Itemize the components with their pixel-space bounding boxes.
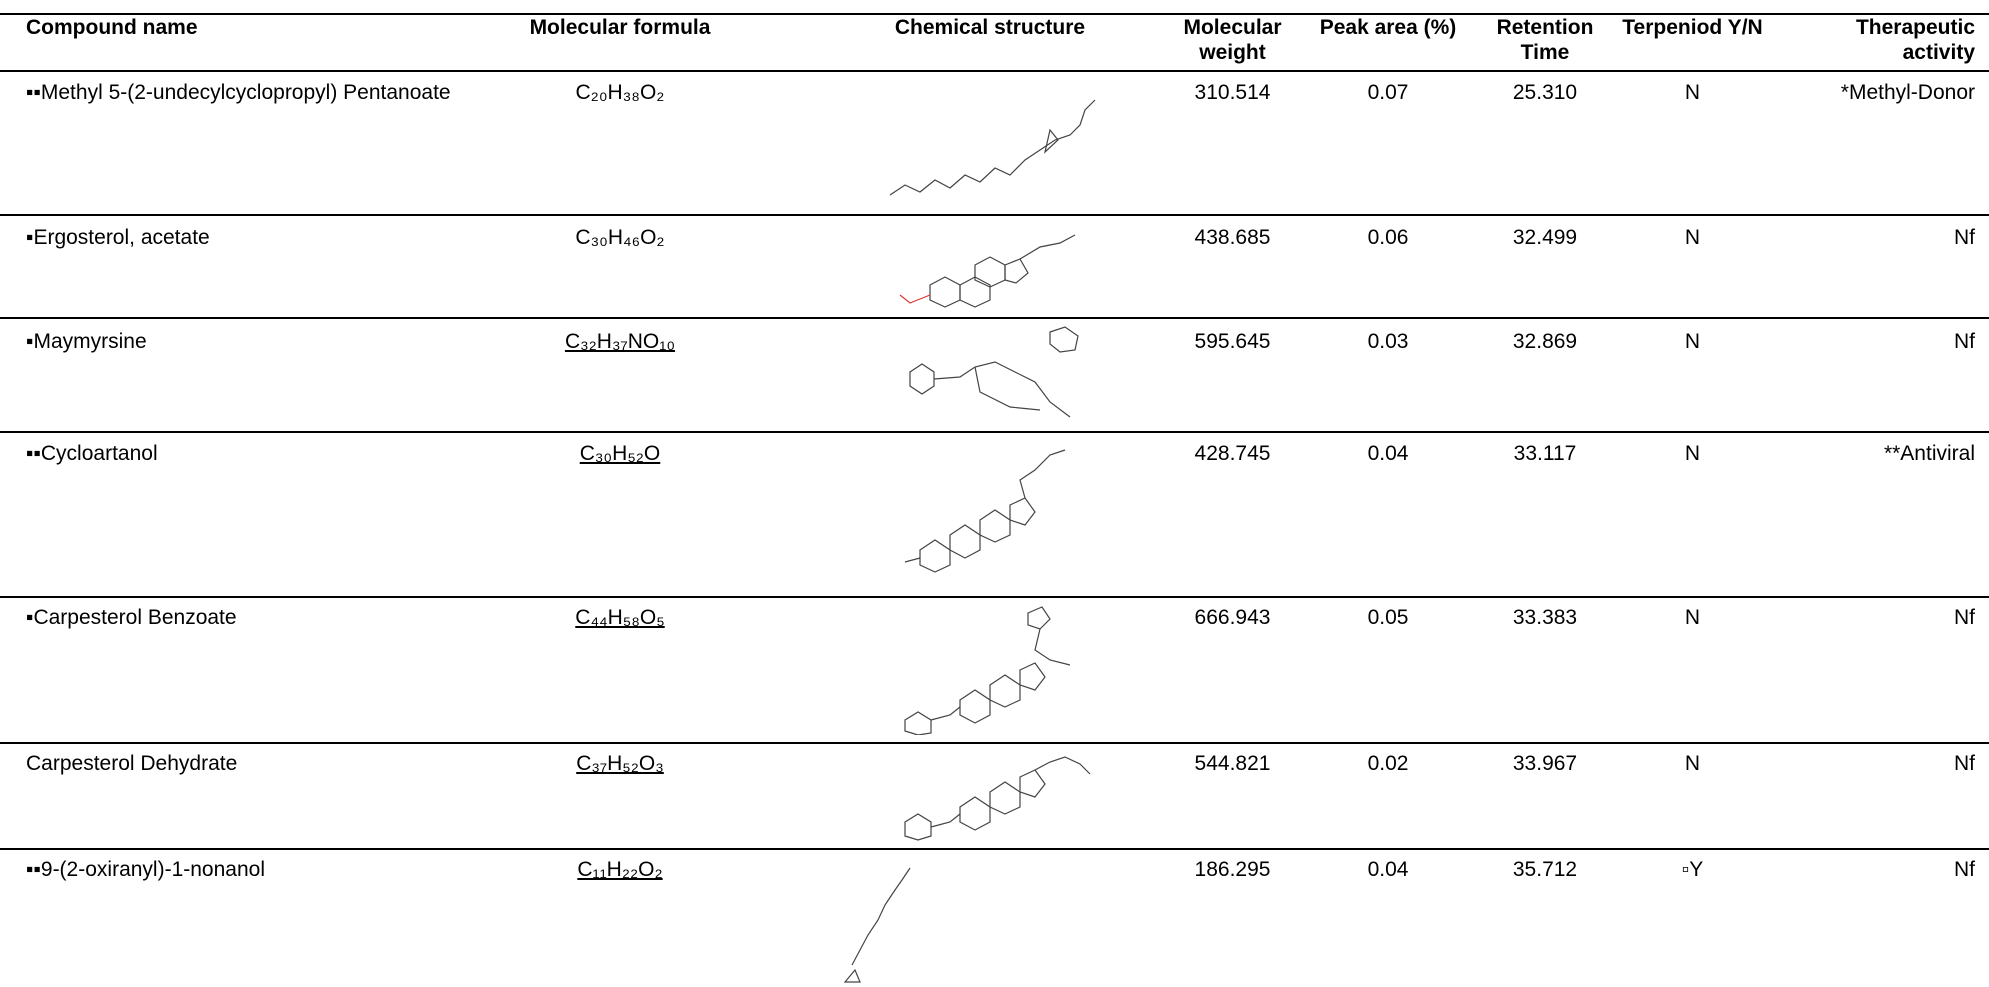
table-cell: **Antiviral (1883, 442, 1975, 465)
table-cell: 0.06 (1367, 226, 1409, 249)
table-cell: C₃₀H₄₆O₂ (575, 226, 665, 249)
table-cell: 0.02 (1367, 752, 1409, 775)
column-header: Retention Time (1496, 16, 1594, 64)
table-cell: ▪▪Cycloartanol (26, 442, 158, 465)
table-cell: 438.685 (1194, 226, 1271, 249)
table-cell: Nf (1954, 330, 1975, 353)
table-cell: 595.645 (1194, 330, 1271, 353)
table-cell: C₃₂H₃₇NO₁₀ (564, 330, 676, 353)
column-header: Therapeutic activity (1855, 16, 1975, 64)
column-header: Chemical structure (894, 16, 1086, 39)
structure (889, 99, 1096, 196)
column-header: Molecular formula (529, 16, 711, 39)
table-cell: 0.04 (1367, 442, 1409, 465)
table-cell: ▫Y (1681, 858, 1704, 881)
row-rule (0, 596, 1989, 598)
table-cell: 186.295 (1194, 858, 1271, 881)
table-cell: 544.821 (1194, 752, 1271, 775)
table-cell: ▪▪Methyl 5-(2-undecylcyclopropyl) Pentan… (26, 81, 451, 104)
column-header: Compound name (26, 16, 198, 39)
table-cell: 32.499 (1512, 226, 1578, 249)
table-cell: ▪▪9-(2-oxiranyl)-1-nonanol (26, 858, 265, 881)
structure (843, 867, 911, 983)
structure (904, 449, 1066, 573)
table-cell: 0.04 (1367, 858, 1409, 881)
structure (904, 606, 1071, 735)
table-cell: N (1684, 226, 1701, 249)
table-cell: Carpesterol Dehydrate (26, 752, 238, 775)
table-cell: ▪Maymyrsine (26, 330, 147, 353)
table-cell: ▪Ergosterol, acetate (26, 226, 210, 249)
table-cell: 32.869 (1512, 330, 1578, 353)
table-cell: N (1684, 442, 1701, 465)
table-cell: N (1684, 606, 1701, 629)
table-cell: C₁₁H₂₂O₂ (577, 858, 663, 881)
table-cell: Nf (1954, 752, 1975, 775)
row-rule (0, 13, 1989, 15)
table-cell: 666.943 (1194, 606, 1271, 629)
table-cell: 25.310 (1512, 81, 1578, 104)
table-cell: N (1684, 330, 1701, 353)
table-cell: Nf (1954, 858, 1975, 881)
table-cell: 428.745 (1194, 442, 1271, 465)
row-rule (0, 214, 1989, 216)
table-cell: 33.383 (1512, 606, 1578, 629)
table-cell: 33.117 (1513, 442, 1577, 465)
table-cell: 0.03 (1367, 330, 1409, 353)
table-cell: 33.967 (1512, 752, 1578, 775)
column-header: Terpeniod Y/N (1622, 16, 1763, 39)
table-cell: Nf (1954, 606, 1975, 629)
table-cell: 0.05 (1367, 606, 1409, 629)
structure (909, 326, 1079, 418)
table-cell: Nf (1954, 226, 1975, 249)
table-cell: N (1684, 752, 1701, 775)
row-rule (0, 848, 1989, 850)
table-cell: C₃₀H₅₂O (579, 442, 661, 465)
structure (904, 756, 1091, 841)
row-rule (0, 431, 1989, 433)
table-cell: C₂₀H₃₈O₂ (575, 81, 665, 104)
structure (899, 234, 1076, 308)
table-cell: C₃₇H₅₂O₃ (576, 752, 664, 775)
table-cell: 35.712 (1512, 858, 1578, 881)
row-rule (0, 317, 1989, 319)
table-cell: ▪Carpesterol Benzoate (26, 606, 237, 629)
row-rule (0, 70, 1989, 72)
column-header: Peak area (%) (1319, 16, 1457, 39)
table-cell: N (1684, 81, 1701, 104)
table-cell: 0.07 (1367, 81, 1409, 104)
row-rule (0, 742, 1989, 744)
table-cell: *Methyl-Donor (1840, 81, 1975, 104)
table-cell: C₄₄H₅₈O₅ (575, 606, 665, 629)
column-header: Molecular weight (1183, 16, 1282, 64)
table-cell: 310.514 (1194, 81, 1271, 104)
